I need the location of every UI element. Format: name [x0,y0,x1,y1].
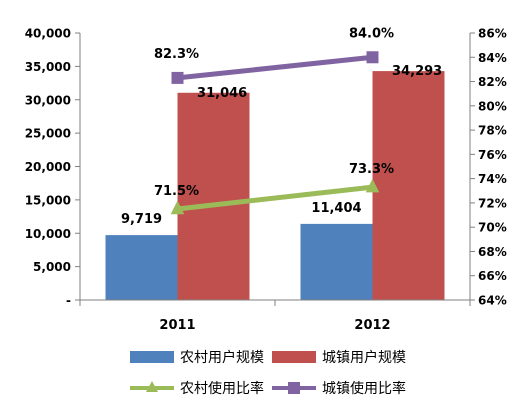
legend-label: 农村使用比率 [180,380,264,397]
bar-urban-2012 [372,71,445,300]
left-tick-label: 30,000 [25,93,71,107]
bar-value-label: 11,404 [311,201,361,216]
left-tick-label: - [66,294,71,308]
right-tick-label: 66% [478,269,507,283]
triangle-marker [365,178,380,193]
left-tick-label: 10,000 [25,227,71,241]
line-value-label: 82.3% [154,47,199,62]
legend-swatch-rural [130,351,174,363]
legend-label: 城镇使用比率 [322,380,406,397]
x-category-label: 2012 [354,318,390,333]
right-tick-label: 86% [478,27,507,41]
x-category-label: 2011 [159,318,195,333]
right-tick-label: 72% [478,196,507,210]
legend-triangle-marker [146,381,158,392]
right-tick-label: 80% [478,99,507,113]
right-tick-label: 76% [478,148,507,162]
left-tick-label: 5,000 [33,260,71,274]
left-tick-label: 40,000 [25,27,71,41]
square-marker [366,51,379,64]
bar-value-label: 31,046 [197,86,247,101]
right-tick-label: 84% [478,51,507,65]
bar-rural-2012 [300,223,373,300]
left-tick-label: 15,000 [25,193,71,207]
right-tick-label: 68% [478,245,507,259]
line-value-label: 73.3% [349,162,394,177]
legend-swatch-urban [272,351,316,363]
left-tick-label: 25,000 [25,127,71,141]
legend-square-marker [288,382,300,394]
lines-layer [170,51,380,215]
line-value-label: 71.5% [154,184,199,199]
line-rural-rate [175,184,375,212]
triangle-marker [170,200,185,215]
legend-label: 城镇用户规模 [322,349,406,366]
data-labels-layer: 9,719 11,404 31,046 34,293 71.5% 73.3% 82.3% 84… [121,26,442,227]
right-tick-label: 78% [478,124,507,138]
right-tick-label: 74% [478,172,507,186]
bar-value-label: 34,293 [392,64,442,79]
line-value-label: 84.0% [349,26,394,41]
bar-value-label: 9,719 [121,212,162,227]
line-urban-rate [175,54,375,81]
left-tick-label: 20,000 [25,160,71,174]
bars-layer [105,71,445,301]
square-marker [171,71,184,84]
legend-label: 农村用户规模 [180,349,264,366]
axes-layer: - 5,000 10,000 15,000 20,000 25,000 30,000 35,0… [25,27,507,334]
right-tick-label: 70% [478,221,507,235]
bar-rural-2011 [105,235,178,300]
right-tick-label: 64% [478,294,507,308]
left-tick-label: 35,000 [25,60,71,74]
right-tick-label: 82% [478,75,507,89]
bar-urban-2011 [177,92,250,301]
